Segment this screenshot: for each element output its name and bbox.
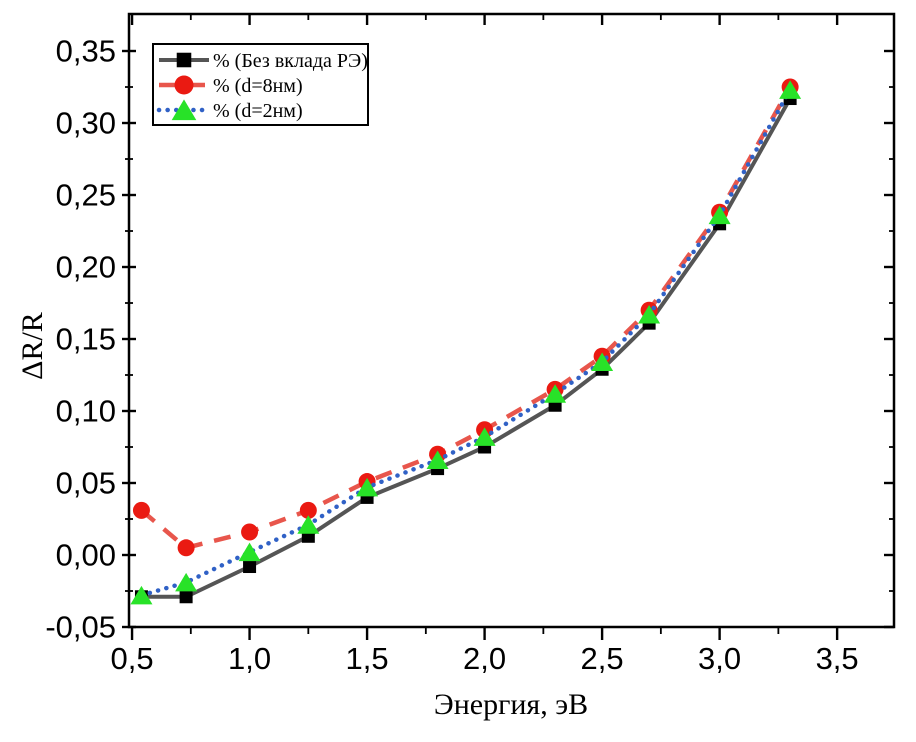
x-tick-label: 3,5	[816, 641, 859, 676]
data-point-triangle	[130, 585, 153, 605]
data-point-triangle	[591, 352, 614, 372]
axis-ticks: 0,5 1,0 1,5 2,0 2,5 3,0 3,5 -0,05 0,00 0,05 0,10 0,…	[45, 14, 894, 676]
data-point-square	[179, 590, 193, 604]
legend: % (Без вклада РЭ) % (d=8нм) % (d=2нм)	[152, 43, 369, 126]
legend-label: % (Без вклада РЭ)	[213, 50, 368, 72]
x-tick-label: 2,0	[463, 641, 506, 676]
series-0	[134, 92, 797, 604]
data-point-square	[243, 560, 257, 574]
y-axis-title: ΔR/R	[16, 312, 49, 380]
y-tick-label: 0,35	[56, 34, 116, 69]
series-line-0	[141, 97, 792, 599]
data-point-triangle	[297, 515, 320, 534]
series-1	[132, 78, 799, 557]
plot-frame	[127, 12, 896, 629]
legend-item-1: % (d=8нм)	[159, 75, 303, 97]
x-tick-label: 2,5	[581, 641, 624, 676]
series-2	[130, 80, 802, 605]
data-point-triangle	[544, 384, 567, 403]
legend-item-2: % (d=2нм)	[156, 99, 303, 122]
data-point-triangle	[175, 572, 198, 592]
data-point-triangle	[426, 450, 449, 469]
legend-label: % (d=2нм)	[213, 100, 303, 122]
data-point-circle	[174, 75, 194, 95]
data-point-circle	[241, 523, 259, 541]
data-point-triangle	[638, 305, 661, 324]
data-point-circle	[132, 501, 150, 519]
data-point-triangle	[708, 205, 731, 225]
x-tick-label: 0,5	[111, 641, 154, 676]
data-series	[130, 78, 802, 605]
x-axis-title: Энергия, эВ	[434, 688, 588, 721]
data-point-triangle	[779, 80, 802, 99]
data-point-triangle	[473, 427, 496, 446]
series-line-1	[140, 85, 793, 551]
y-tick-label: 0,30	[56, 106, 116, 141]
y-tick-label: 0,20	[56, 250, 116, 285]
y-tick-label: -0,05	[45, 610, 116, 645]
x-tick-label: 1,5	[346, 641, 389, 676]
x-tick-label: 3,0	[698, 641, 741, 676]
y-tick-label: 0,25	[56, 178, 116, 213]
data-point-triangle	[238, 542, 261, 562]
data-point-triangle	[171, 99, 197, 121]
data-point-triangle	[356, 477, 379, 497]
data-point-circle	[177, 539, 195, 557]
series-line-2	[139, 87, 793, 598]
data-point-square	[176, 52, 192, 68]
y-tick-label: 0,00	[56, 538, 116, 573]
y-tick-label: 0,05	[56, 466, 116, 501]
legend-item-0: % (Без вклада РЭ)	[159, 50, 368, 72]
y-tick-label: 0,10	[56, 394, 116, 429]
data-point-circle	[299, 501, 317, 519]
y-tick-label: 0,15	[56, 322, 116, 357]
legend-label: % (d=8нм)	[213, 75, 303, 97]
x-tick-label: 1,0	[228, 641, 271, 676]
